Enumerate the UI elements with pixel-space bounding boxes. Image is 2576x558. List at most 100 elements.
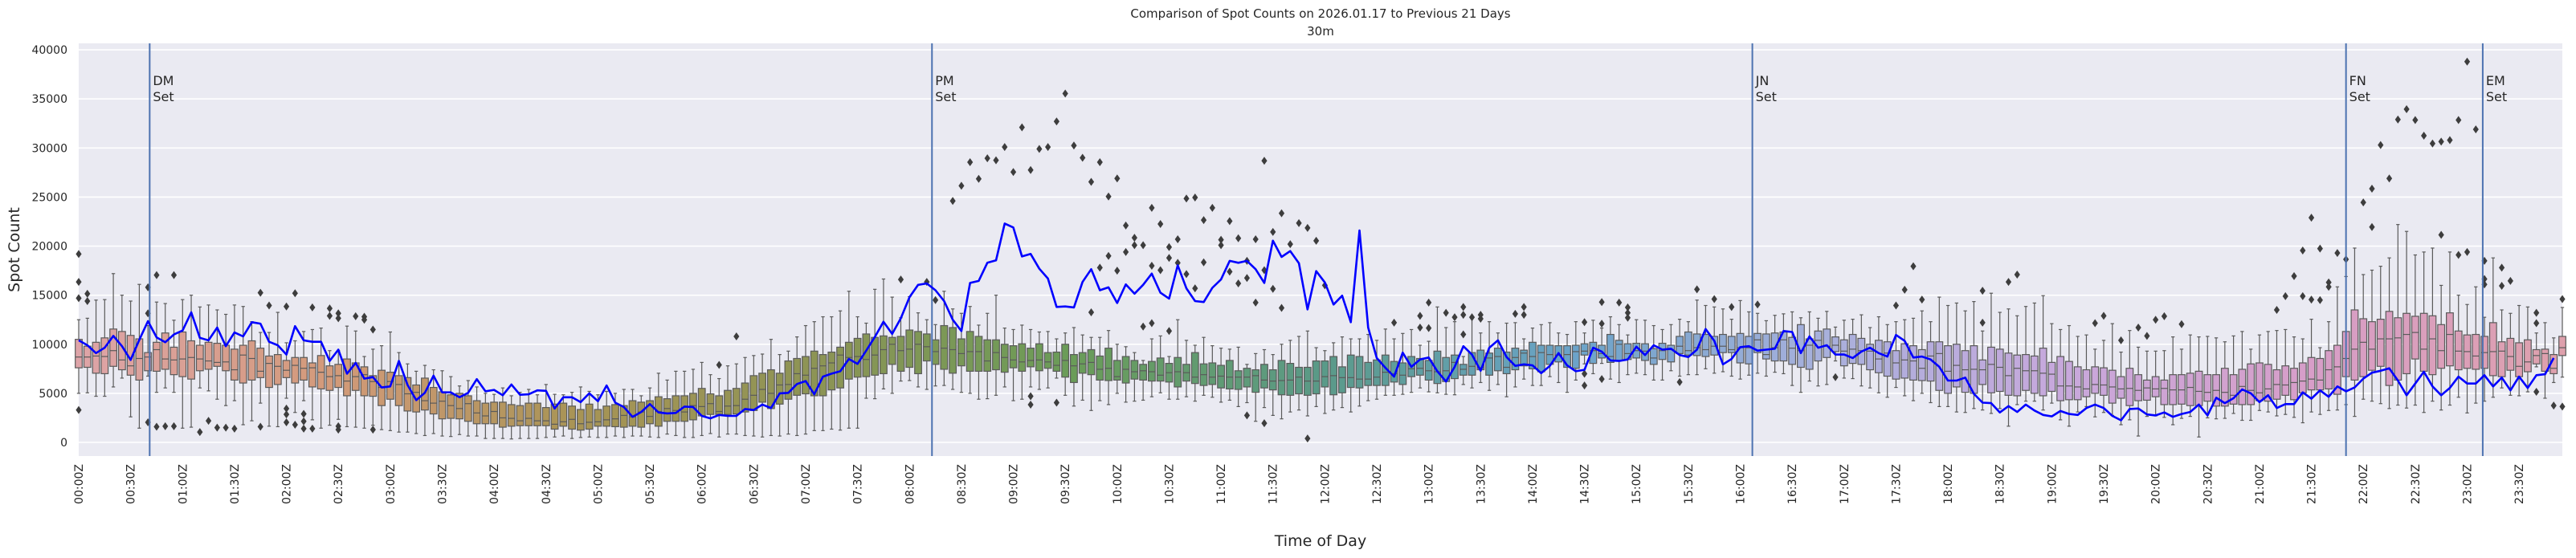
box-iqr	[1563, 345, 1571, 369]
box-iqr	[2194, 370, 2203, 406]
box-241	[2160, 350, 2169, 418]
box-iqr	[2411, 316, 2419, 360]
box-186	[1684, 321, 1692, 376]
box-iqr	[1286, 363, 1295, 396]
outlier-point	[257, 422, 263, 431]
box-iqr	[611, 404, 619, 428]
outlier-point	[2472, 125, 2479, 134]
outlier-point	[1114, 174, 1121, 183]
box-109	[1018, 324, 1027, 400]
box-242	[2169, 336, 2178, 426]
box-231	[2073, 336, 2082, 413]
box-61	[602, 390, 611, 438]
box-iqr	[1658, 342, 1667, 360]
box-iqr	[498, 401, 507, 428]
box-148	[1355, 338, 1364, 407]
box-273	[2437, 284, 2446, 411]
outlier-point	[1096, 263, 1103, 272]
box-217	[1952, 302, 1961, 413]
x-tick-label: 07:30Z	[852, 464, 865, 504]
box-218	[1961, 310, 1970, 413]
box-137	[1260, 348, 1268, 409]
box-iqr	[2428, 315, 2437, 376]
box-96	[905, 295, 914, 381]
box-243	[2178, 348, 2186, 419]
box-258	[2307, 319, 2316, 413]
box-iqr	[2290, 368, 2298, 401]
outlier-point	[2291, 271, 2297, 280]
box-267	[2385, 257, 2394, 409]
outlier-point	[2438, 230, 2444, 239]
y-axis-label: Spot Count	[6, 207, 23, 292]
box-144	[1321, 350, 1329, 414]
box-iqr	[1900, 343, 1909, 379]
box-48	[490, 393, 499, 439]
outlier-point	[1598, 320, 1605, 328]
outlier-point	[2498, 282, 2505, 291]
box-iqr	[2117, 376, 2125, 399]
outlier-point	[361, 316, 368, 324]
box-131	[1208, 345, 1217, 398]
outlier-point	[1426, 324, 1432, 332]
box-0	[75, 319, 83, 394]
outlier-point	[2533, 319, 2540, 328]
x-tick-label: 03:00Z	[385, 464, 398, 504]
box-222	[1995, 312, 2004, 409]
outlier-point	[1261, 157, 1268, 165]
outlier-point	[1174, 234, 1181, 243]
outlier-point	[1105, 192, 1112, 201]
x-tick-label: 08:30Z	[956, 464, 969, 504]
outlier-point	[2117, 336, 2125, 344]
outlier-point	[984, 154, 990, 163]
box-iqr	[1364, 361, 1373, 386]
box-iqr	[1027, 348, 1035, 368]
box-173	[1571, 321, 1580, 381]
outlier-point	[2317, 295, 2323, 304]
outlier-point	[1140, 241, 1146, 250]
outlier-point	[1045, 143, 1051, 152]
box-3	[100, 299, 109, 397]
outlier-point	[153, 422, 160, 431]
box-iqr	[758, 373, 767, 403]
box-204	[1839, 320, 1848, 379]
box-124	[1148, 338, 1156, 397]
outlier-point	[335, 314, 341, 323]
box-213	[1917, 310, 1926, 394]
box-201	[1814, 317, 1823, 387]
box-212	[1909, 317, 1917, 401]
x-axis-ticks: 00:00Z 00:30Z 01:00Z 01:30Z 02:00Z 02:30Z 03:0…	[73, 464, 2526, 504]
y-tick-label: 10000	[31, 339, 67, 352]
box-iqr	[1277, 360, 1286, 396]
box-iqr	[2013, 354, 2022, 397]
box-41	[429, 369, 438, 434]
box-251	[2247, 348, 2256, 422]
outlier-point	[2378, 141, 2384, 149]
outlier-point	[1192, 193, 1198, 202]
box-iqr	[109, 328, 118, 367]
box-234	[2100, 340, 2108, 413]
box-iqr	[403, 377, 412, 412]
box-100	[940, 291, 949, 386]
box-44	[455, 385, 463, 435]
box-iqr	[888, 336, 896, 365]
box-iqr	[1805, 338, 1814, 370]
outlier-point	[1149, 203, 1155, 212]
box-iqr	[810, 350, 819, 397]
outlier-point	[2386, 174, 2393, 183]
outlier-point	[283, 302, 290, 311]
outlier-point	[300, 409, 307, 418]
box-iqr	[2178, 374, 2186, 405]
box-iqr	[2247, 363, 2256, 405]
box-iqr	[2160, 379, 2169, 405]
box-iqr	[896, 336, 905, 372]
outlier-point	[326, 304, 333, 313]
box-iqr	[1208, 362, 1217, 385]
box-238	[2134, 346, 2143, 437]
box-iqr	[1260, 364, 1268, 389]
box-8	[144, 324, 153, 377]
annotation-label: Set	[935, 89, 956, 104]
y-tick-label: 25000	[31, 191, 67, 204]
box-136	[1251, 352, 1260, 422]
x-tick-label: 20:00Z	[2150, 464, 2163, 504]
box-iqr	[2047, 361, 2056, 393]
